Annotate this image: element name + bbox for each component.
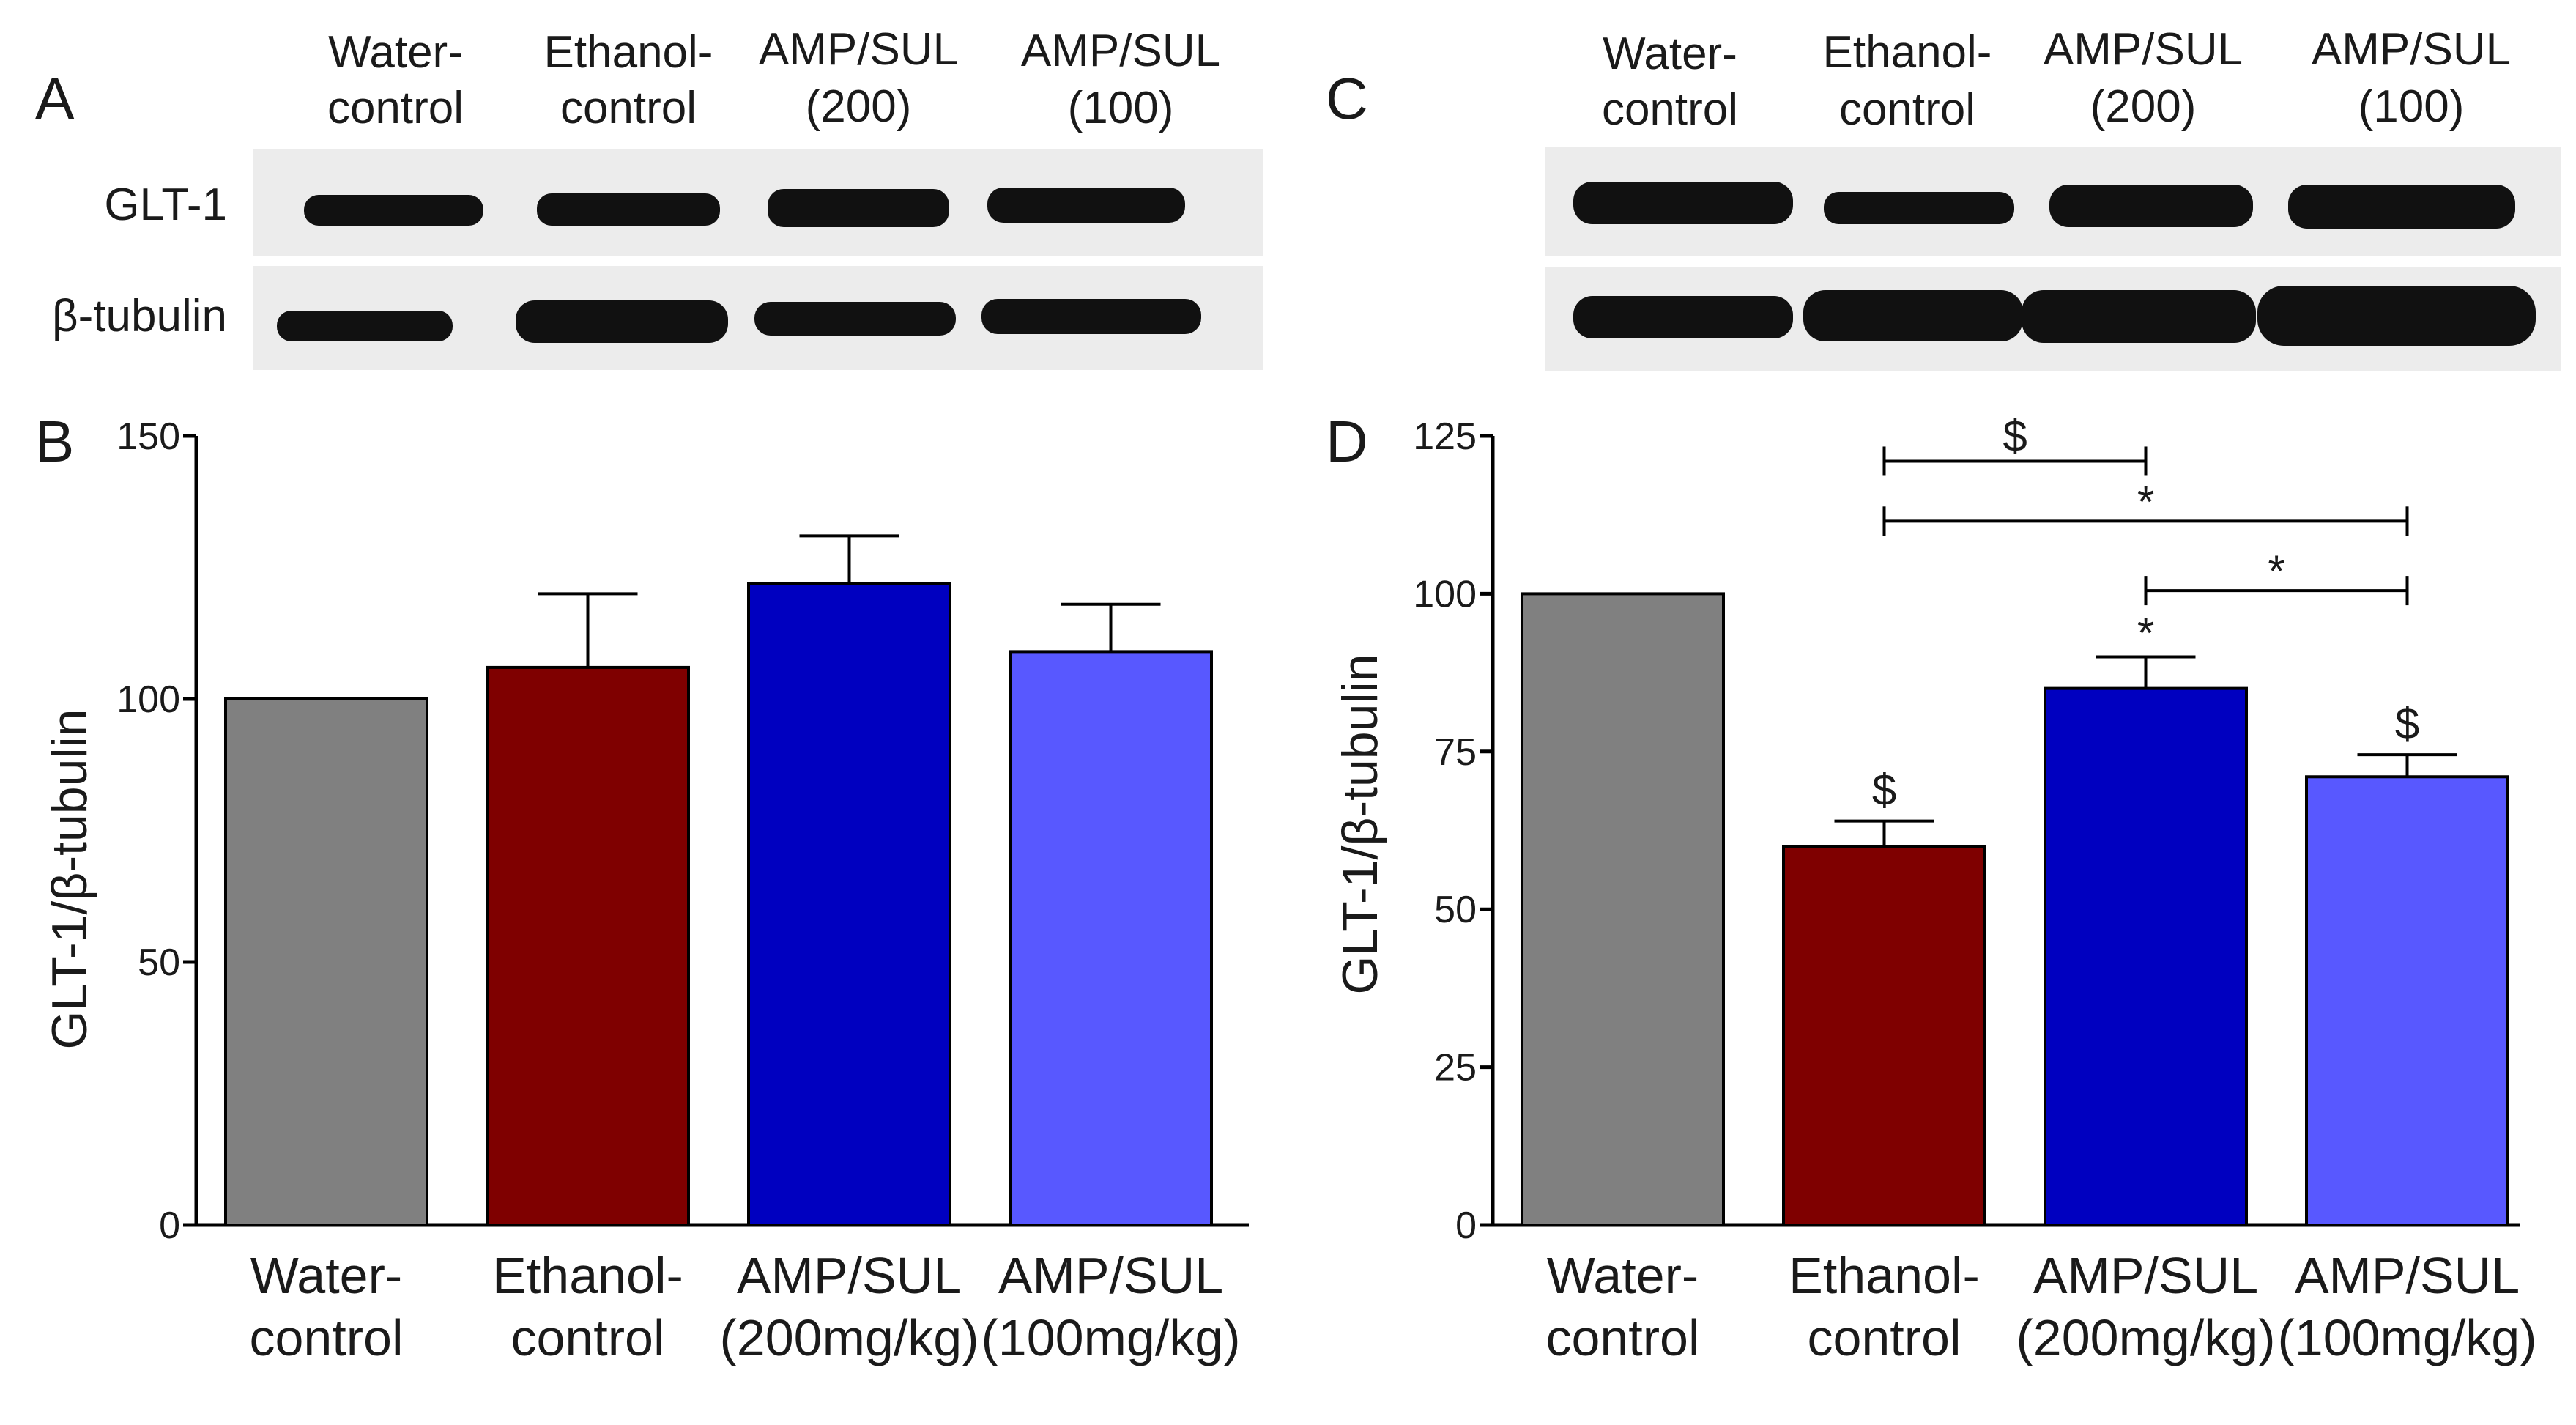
panel-label-d: D — [1326, 409, 1368, 474]
chart-d-x-label-2-line1: Ethanol- — [1789, 1247, 1980, 1304]
blot-a-band-tubulin-3 — [754, 302, 956, 336]
chart-b-x-label-1-line1: Water- — [250, 1247, 402, 1304]
blot-a-lane-3-line1: AMP/SUL — [759, 24, 958, 75]
chart-d-bracket-3-label: * — [2268, 547, 2284, 596]
chart-d-y-axis-label: GLT-1/β-tubulin — [1332, 654, 1388, 995]
blot-a-band-glt1-4 — [987, 188, 1185, 223]
chart-d-y-tick-label-0: 0 — [1455, 1204, 1477, 1247]
blot-a-lane-2-line2: control — [560, 83, 697, 133]
blot-c-lane-2-line2: control — [1839, 84, 1975, 135]
chart-d-x-label-4-line1: AMP/SUL — [2295, 1247, 2520, 1304]
chart-d-sig-mark-2: $ — [1872, 766, 1896, 815]
blot-a-lane-1-line1: Water- — [328, 27, 463, 78]
chart-d-x-label-1-line1: Water- — [1547, 1247, 1699, 1304]
blot-c-lane-4-line1: AMP/SUL — [2312, 24, 2511, 75]
chart-b-x-label-2-line2: control — [511, 1309, 664, 1366]
chart-d-sig-mark-4: $ — [2395, 699, 2419, 748]
chart-d-x-label-4-line2: (100mg/kg) — [2277, 1309, 2536, 1366]
blot-c-band-glt1-2 — [1824, 192, 2014, 224]
blot-c-band-tubulin-2 — [1803, 290, 2023, 341]
chart-b-bar-4 — [1009, 650, 1213, 1226]
chart-b-y-tick-label-2: 100 — [116, 678, 180, 721]
chart-b-x-label-4-line1: AMP/SUL — [998, 1247, 1223, 1304]
chart-d-bracket-1-label: $ — [2002, 411, 2027, 460]
chart-b-x-label-3-line1: AMP/SUL — [737, 1247, 962, 1304]
chart-d-plot-area: 0255075100125Water-controlEthanol-contro… — [1413, 411, 2536, 1366]
chart-d-x-label-1-line2: control — [1545, 1309, 1699, 1366]
blot-c-band-tubulin-1 — [1573, 296, 1793, 338]
western-blot-a: Water- control Ethanol- control AMP/SUL … — [52, 24, 1263, 370]
blot-a-lane-4-line1: AMP/SUL — [1021, 26, 1220, 76]
chart-d-bar-2 — [1782, 845, 1986, 1227]
panel-label-a: A — [35, 66, 75, 131]
blot-c-band-tubulin-3 — [2022, 290, 2256, 343]
blot-a-band-tubulin-4 — [981, 299, 1201, 334]
chart-b-plot-area: 050100150Water-controlEthanol-controlAMP… — [116, 415, 1249, 1366]
chart-b-y-tick-label-1: 50 — [138, 941, 180, 984]
chart-d-x-label-3-line1: AMP/SUL — [2033, 1247, 2258, 1304]
chart-b-x-label-3-line2: (200mg/kg) — [719, 1309, 979, 1366]
chart-b-y-axis-label: GLT-1/β-tubulin — [42, 709, 97, 1050]
chart-b-y-tick-label-0: 0 — [159, 1204, 180, 1247]
blot-a-lane-4-line2: (100) — [1068, 83, 1174, 133]
chart-d-x-label-3-line2: (200mg/kg) — [2016, 1309, 2275, 1366]
chart-b-bar-1 — [224, 697, 428, 1226]
blot-a-band-tubulin-2 — [516, 300, 728, 343]
bar-chart-d: GLT-1/β-tubulin 0 25 50 75 100 125 Water-contr… — [1332, 411, 2537, 1366]
blot-a-row-label-tubulin: β-tubulin — [52, 291, 227, 341]
chart-d-bar-4 — [2305, 775, 2509, 1227]
chart-b-x-label-2-line1: Ethanol- — [492, 1247, 683, 1304]
chart-d-sig-mark-3: * — [2137, 609, 2154, 658]
chart-b-x-label-1-line2: control — [249, 1309, 403, 1366]
panel-label-b: B — [35, 409, 74, 474]
blot-c-band-glt1-4 — [2288, 185, 2515, 229]
blot-c-lane-3-line2: (200) — [2090, 81, 2197, 132]
chart-d-bar-3 — [2044, 686, 2248, 1226]
blot-c-lane-1-line1: Water- — [1603, 29, 1737, 79]
chart-d-y-tick-label-2: 50 — [1434, 889, 1477, 931]
blot-c-lane-1-line2: control — [1602, 84, 1738, 135]
bar-chart-b: GLT-1/β-tubulin 050100150Water-controlEt… — [42, 415, 1249, 1366]
chart-d-x-label-2-line2: control — [1807, 1309, 1961, 1366]
blot-a-band-glt1-1 — [304, 195, 483, 226]
blot-a-lane-1-line2: control — [327, 83, 464, 133]
chart-d-bracket-2-label: * — [2137, 477, 2154, 526]
blot-a-lane-2-line1: Ethanol- — [544, 27, 713, 78]
chart-b-x-label-4-line2: (100mg/kg) — [981, 1309, 1240, 1366]
blot-a-band-glt1-2 — [537, 193, 720, 226]
chart-d-y-tick-label-3: 75 — [1434, 731, 1477, 774]
chart-b-y-tick-label-3: 150 — [116, 415, 180, 458]
blot-c-band-tubulin-4 — [2257, 286, 2536, 346]
blot-c-lane-3-line1: AMP/SUL — [2044, 24, 2243, 75]
chart-b-bar-3 — [747, 582, 951, 1226]
chart-d-y-tick-label-5: 125 — [1413, 415, 1477, 458]
blot-a-lane-3-line2: (200) — [806, 81, 912, 132]
chart-d-bar-1 — [1521, 592, 1725, 1226]
chart-b-bar-2 — [486, 665, 690, 1226]
panel-label-c: C — [1326, 66, 1368, 131]
blot-c-lane-4-line2: (100) — [2358, 81, 2465, 132]
blot-a-row-label-glt1: GLT-1 — [104, 179, 227, 230]
blot-c-band-glt1-3 — [2049, 185, 2253, 227]
blot-a-band-glt1-3 — [768, 189, 949, 227]
chart-d-y-tick-label-1: 25 — [1434, 1047, 1477, 1089]
blot-c-band-glt1-1 — [1573, 182, 1793, 224]
western-blot-c: Water- control Ethanol- control AMP/SUL … — [1545, 24, 2561, 371]
blot-a-band-tubulin-1 — [277, 311, 453, 341]
chart-d-y-tick-label-4: 100 — [1413, 573, 1477, 615]
blot-c-lane-2-line1: Ethanol- — [1823, 27, 1992, 78]
